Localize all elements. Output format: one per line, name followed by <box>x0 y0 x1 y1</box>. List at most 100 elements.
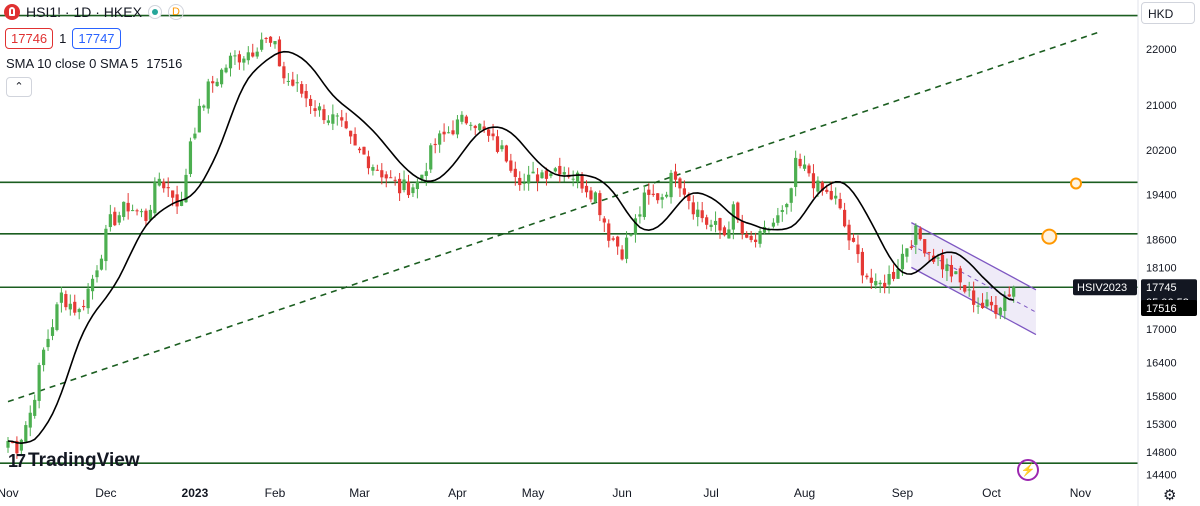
candle <box>82 299 86 311</box>
delayed-data-badge[interactable]: D <box>167 4 184 20</box>
time-tick-label: Nov <box>0 486 19 500</box>
candle <box>344 112 348 130</box>
candle-body <box>887 274 891 285</box>
candle <box>50 319 55 341</box>
candle <box>242 56 246 71</box>
candle-body <box>980 302 985 309</box>
candle-body <box>206 81 210 109</box>
candle <box>856 235 860 263</box>
candle <box>651 184 655 197</box>
bid-price[interactable]: 17746 <box>5 28 54 49</box>
candle-body <box>68 303 72 310</box>
chevron-up-icon[interactable]: ⌃ <box>6 77 32 97</box>
candle <box>980 293 985 309</box>
candle <box>455 115 460 139</box>
price-tick-label: 17000 <box>1146 324 1177 336</box>
ask-price[interactable]: 17747 <box>72 28 121 49</box>
candle-body <box>446 132 451 134</box>
candle-body <box>540 172 544 179</box>
candle <box>215 78 219 87</box>
candle-body <box>740 221 744 234</box>
candle <box>883 274 887 294</box>
candle-body <box>923 239 927 254</box>
candle <box>398 172 402 201</box>
tradingview-wordmark: TradingView <box>28 450 140 471</box>
lightning-icon[interactable]: ⚡ <box>1017 459 1039 481</box>
candle <box>665 191 669 199</box>
candle <box>927 251 931 262</box>
candle <box>438 130 442 153</box>
candle <box>624 231 629 264</box>
candle-body <box>918 228 922 240</box>
candle <box>789 187 793 212</box>
candle-body <box>99 258 104 270</box>
candle-body <box>139 211 144 213</box>
spread-value: 1 <box>59 31 67 46</box>
tradingview-logo[interactable]: 17 TradingView <box>8 450 140 472</box>
price-axis-bg <box>1138 0 1200 506</box>
candle <box>99 254 104 271</box>
candle <box>985 292 989 309</box>
candle-body <box>317 106 322 111</box>
candle-body <box>647 189 651 195</box>
candle <box>914 223 918 255</box>
tradingview-mark-icon: 17 <box>8 450 26 471</box>
candle <box>220 68 224 88</box>
candle-body <box>883 282 887 288</box>
candle-body <box>197 105 201 133</box>
candle-body <box>620 249 624 260</box>
candle <box>535 168 540 192</box>
candle-body <box>131 210 135 212</box>
candle-body <box>896 269 900 279</box>
candle <box>558 157 562 183</box>
horizontal-levels <box>0 14 1138 465</box>
candle <box>629 232 633 237</box>
candle-body <box>357 148 362 151</box>
candle-body <box>300 84 304 94</box>
candle <box>785 202 789 215</box>
price-axis: 22000 21000 20200 19400 18600 18100 17000 16400… <box>1073 0 1200 506</box>
candle-body <box>384 174 388 179</box>
price-tick-label: 15300 <box>1146 419 1177 431</box>
candle-body <box>398 178 402 194</box>
candle <box>433 138 437 154</box>
candle <box>237 50 241 70</box>
candle <box>55 302 59 332</box>
candle-body <box>433 143 437 146</box>
price-tick-label: 15800 <box>1146 391 1177 403</box>
candle <box>424 162 428 186</box>
candle-body <box>584 185 589 193</box>
candle-body <box>233 55 237 57</box>
candle <box>255 47 259 59</box>
candle <box>820 180 824 196</box>
candle-body <box>171 190 175 198</box>
gear-icon[interactable]: ⚙ <box>1163 487 1177 504</box>
candle-body <box>878 282 882 285</box>
candle <box>6 436 10 453</box>
candle-body <box>834 195 838 199</box>
candle <box>179 191 184 207</box>
alert-marker <box>1070 177 1082 190</box>
market-status-icon[interactable] <box>147 5 162 19</box>
candle <box>918 226 922 241</box>
candle-body <box>998 307 1002 315</box>
candle <box>994 296 998 319</box>
candle-body <box>455 119 460 135</box>
symbol-title[interactable]: HSI1! · 1D · HKEX <box>26 4 142 20</box>
candle <box>691 195 695 220</box>
candle-body <box>15 440 19 454</box>
candle-body <box>371 167 375 171</box>
candle <box>794 150 798 197</box>
currency-selector[interactable]: HKD <box>1141 2 1195 24</box>
candle-body <box>291 79 295 86</box>
indicator-legend[interactable]: SMA 10 close 0 SMA 5 17516 <box>6 56 182 71</box>
candle-body <box>909 246 913 248</box>
candle-body <box>451 130 455 135</box>
candle <box>656 192 660 204</box>
candle <box>798 153 802 169</box>
candle-body <box>940 254 945 270</box>
candle-body <box>967 289 971 291</box>
candle-body <box>544 170 549 179</box>
symbol-header[interactable]: HSI1! · 1D · HKEX D <box>4 4 184 20</box>
